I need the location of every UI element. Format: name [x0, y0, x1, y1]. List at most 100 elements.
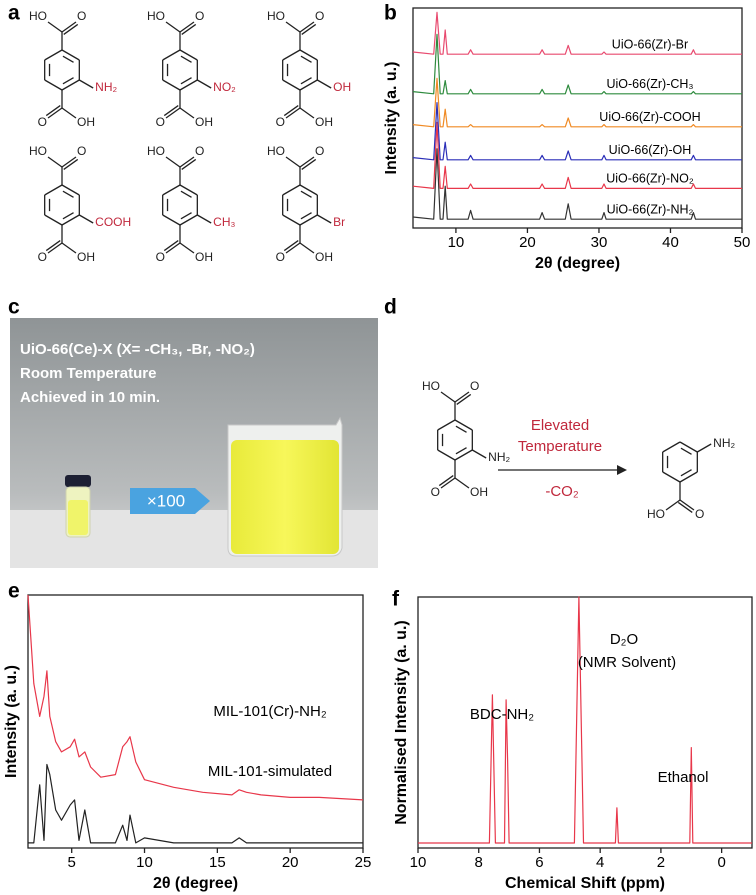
bond — [162, 184, 181, 196]
atom-label: OH — [315, 115, 333, 129]
data-line — [412, 102, 742, 161]
bond — [179, 49, 198, 61]
bond — [285, 242, 301, 254]
bond — [162, 79, 181, 91]
bond — [299, 21, 315, 33]
bond — [61, 107, 77, 119]
x-tick-label: 0 — [717, 854, 725, 871]
bond — [282, 49, 301, 61]
bond — [454, 477, 470, 489]
bond — [179, 214, 198, 226]
bond — [440, 391, 456, 403]
bond — [180, 212, 192, 220]
series-label: UiO-66(Zr)-OH — [609, 143, 692, 157]
bond — [44, 49, 63, 61]
bond — [162, 49, 181, 61]
bond — [299, 49, 318, 61]
substituent-label: CH₃ — [213, 215, 235, 229]
bond — [180, 55, 192, 63]
bond — [662, 441, 681, 453]
bond — [665, 499, 681, 511]
bond — [299, 242, 315, 254]
bond — [301, 158, 317, 170]
beaker-liquid — [231, 440, 339, 554]
bond — [61, 21, 77, 33]
bond — [61, 184, 80, 196]
atom-label: O — [276, 115, 285, 129]
byproduct: -CO₂ — [545, 483, 578, 500]
bond — [283, 105, 299, 117]
bond — [47, 156, 63, 168]
bond — [680, 447, 692, 455]
atom-label: HO — [422, 379, 440, 393]
bond — [299, 79, 318, 91]
bond — [454, 419, 473, 431]
x-tick-label: 8 — [475, 854, 483, 871]
atom-label: O — [156, 250, 165, 264]
photo-caption: Room Temperature — [20, 365, 156, 382]
bond — [62, 190, 74, 198]
atom-label: OH — [195, 250, 213, 264]
scale-factor: ×100 — [147, 491, 185, 510]
bond — [316, 214, 332, 224]
bond — [179, 21, 195, 33]
bond — [454, 449, 473, 461]
annotation: BDC-NH₂ — [470, 706, 534, 723]
bond — [316, 79, 332, 89]
substituent-label: NH₂ — [488, 450, 510, 464]
bond — [61, 156, 77, 168]
bond — [163, 240, 179, 252]
series-label: MIL-101-simulated — [208, 763, 332, 780]
bond — [78, 214, 94, 224]
panel-letter: b — [384, 2, 397, 25]
bond — [679, 441, 698, 453]
bond — [61, 49, 80, 61]
y-axis-title: Intensity (a. u.) — [3, 665, 20, 778]
series-label: UiO-66(Zr)-NO₂ — [606, 172, 694, 186]
data-line — [28, 763, 363, 844]
bond — [45, 240, 61, 252]
bond — [283, 240, 299, 252]
photo-caption: Achieved in 10 min. — [20, 389, 160, 406]
y-axis-title: Normalised Intensity (a. u.) — [393, 620, 410, 824]
bond — [44, 184, 63, 196]
x-tick-label: 5 — [68, 854, 76, 871]
bond — [179, 107, 195, 119]
series-label: UiO-66(Zr)-NH₂ — [607, 202, 694, 216]
series-label: UiO-66(Zr)-Br — [612, 37, 688, 51]
substituent-label: NH₂ — [95, 80, 117, 94]
atom-label: O — [431, 485, 440, 499]
x-tick-label: 50 — [734, 234, 751, 251]
bond — [282, 79, 301, 91]
bond — [662, 471, 681, 483]
bond — [679, 499, 695, 511]
atom-label: HO — [147, 9, 165, 23]
bond — [455, 447, 467, 455]
substituent-label: NO₂ — [213, 80, 236, 94]
bond — [47, 242, 63, 254]
bond — [299, 107, 315, 119]
bond — [300, 190, 312, 198]
atom-label: HO — [647, 507, 665, 521]
x-axis-title: 2θ (degree) — [153, 875, 238, 892]
bond — [44, 214, 63, 226]
bond — [44, 79, 63, 91]
bond — [179, 79, 198, 91]
bond — [437, 449, 456, 461]
atom-label: OH — [470, 485, 488, 499]
bond — [181, 23, 197, 35]
atom-label: O — [195, 144, 204, 158]
annotation: Ethanol — [658, 769, 709, 786]
data-line — [412, 148, 742, 220]
plot-frame — [417, 596, 753, 849]
bond — [162, 214, 181, 226]
atom-label: OH — [77, 115, 95, 129]
bond — [285, 21, 301, 33]
series-label: UiO-66(Zr)-COOH — [599, 110, 700, 124]
plot-frame — [27, 594, 364, 849]
bond — [62, 212, 74, 220]
bond — [165, 107, 181, 119]
bond — [456, 393, 472, 405]
atom-label: HO — [267, 144, 285, 158]
data-line — [412, 121, 742, 189]
